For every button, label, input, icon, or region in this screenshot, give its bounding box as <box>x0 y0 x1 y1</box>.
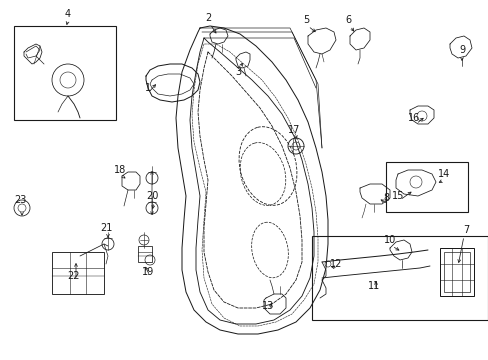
Text: 4: 4 <box>65 9 71 19</box>
Text: 21: 21 <box>100 223 112 233</box>
Bar <box>439 248 473 296</box>
Bar <box>138 246 152 262</box>
Text: 18: 18 <box>114 165 126 175</box>
Text: 15: 15 <box>391 191 404 201</box>
Text: 10: 10 <box>383 235 395 245</box>
Bar <box>52 252 104 294</box>
Text: 19: 19 <box>142 267 154 277</box>
Bar <box>311 236 487 320</box>
Text: 17: 17 <box>287 125 300 135</box>
Bar <box>385 162 467 212</box>
Text: 3: 3 <box>234 67 241 77</box>
Text: 20: 20 <box>145 191 158 201</box>
Text: 7: 7 <box>462 225 468 235</box>
Text: 6: 6 <box>344 15 350 25</box>
Text: 9: 9 <box>458 45 464 55</box>
Text: 23: 23 <box>14 195 26 205</box>
Text: 11: 11 <box>367 281 379 291</box>
Bar <box>443 252 469 292</box>
Bar <box>14 26 116 120</box>
Text: 13: 13 <box>262 301 274 311</box>
Text: 22: 22 <box>68 271 80 281</box>
Text: 8: 8 <box>382 193 388 203</box>
Text: 12: 12 <box>329 259 342 269</box>
Text: 2: 2 <box>204 13 211 23</box>
Text: 1: 1 <box>144 83 151 93</box>
Text: 14: 14 <box>437 169 449 179</box>
Text: 5: 5 <box>302 15 308 25</box>
Text: 16: 16 <box>407 113 419 123</box>
